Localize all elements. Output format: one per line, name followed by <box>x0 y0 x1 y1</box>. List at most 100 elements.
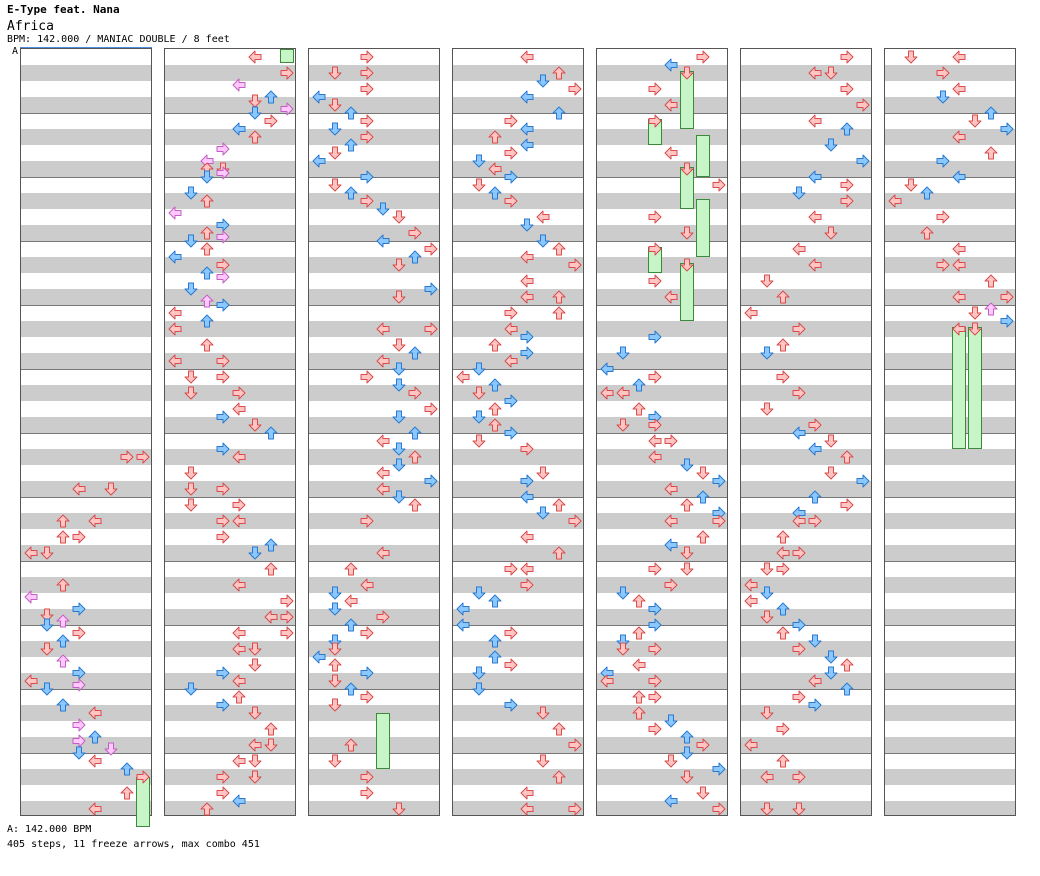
freeze-arrow <box>952 327 966 449</box>
step-arrow-up-icon <box>264 90 278 104</box>
step-arrow-left-icon <box>232 402 246 416</box>
measure-line <box>21 625 151 626</box>
measure-line <box>21 497 151 498</box>
measure-line <box>309 689 439 690</box>
step-arrow-up-icon <box>344 618 358 632</box>
measure-line <box>741 689 871 690</box>
measure-line <box>597 561 727 562</box>
step-arrow-up-icon <box>552 498 566 512</box>
measure-line <box>309 177 439 178</box>
chart-column-5 <box>596 48 728 816</box>
measure-line <box>885 753 1015 754</box>
step-arrow-left-icon <box>536 210 550 224</box>
measure-line <box>741 497 871 498</box>
step-arrow-left-icon <box>168 250 182 264</box>
step-arrow-right-icon <box>280 626 294 640</box>
step-arrow-right-icon <box>712 802 726 816</box>
step-arrow-down-icon <box>328 98 342 112</box>
step-arrow-right-icon <box>504 698 518 712</box>
measure-line <box>885 561 1015 562</box>
step-arrow-down-icon <box>760 562 774 576</box>
measure-line <box>309 305 439 306</box>
step-arrow-right-icon <box>648 210 662 224</box>
step-arrow-down-icon <box>792 802 806 816</box>
step-arrow-up-icon <box>200 266 214 280</box>
step-arrow-up-icon <box>840 658 854 672</box>
step-arrow-down-icon <box>696 466 710 480</box>
step-arrow-up-icon <box>488 650 502 664</box>
step-arrow-right-icon <box>648 602 662 616</box>
step-arrow-left-icon <box>376 434 390 448</box>
step-arrow-down-icon <box>824 138 838 152</box>
step-arrow-up-icon <box>344 138 358 152</box>
step-arrow-right-icon <box>424 282 438 296</box>
step-arrow-right-icon <box>360 130 374 144</box>
step-arrow-right-icon <box>360 626 374 640</box>
step-arrow-down-icon <box>680 746 694 760</box>
step-arrow-down-icon <box>248 658 262 672</box>
measure-line <box>165 305 295 306</box>
step-arrow-up-icon <box>408 450 422 464</box>
step-arrow-down-icon <box>824 466 838 480</box>
chart-column-6 <box>740 48 872 816</box>
step-arrow-up-icon <box>488 634 502 648</box>
step-arrow-right-icon <box>216 530 230 544</box>
measure-line <box>165 689 295 690</box>
step-arrow-left-icon <box>952 82 966 96</box>
step-arrow-left-icon <box>520 562 534 576</box>
step-arrow-up-icon <box>200 294 214 308</box>
measure-line <box>21 113 151 114</box>
step-arrow-down-icon <box>392 458 406 472</box>
step-arrow-right-icon <box>360 370 374 384</box>
step-arrow-right-icon <box>792 322 806 336</box>
step-arrow-down-icon <box>376 202 390 216</box>
step-arrow-down-icon <box>472 178 486 192</box>
step-arrow-down-icon <box>680 66 694 80</box>
step-arrow-up-icon <box>200 226 214 240</box>
measure-line <box>597 305 727 306</box>
step-arrow-down-icon <box>392 442 406 456</box>
step-arrow-down-icon <box>824 650 838 664</box>
step-arrow-right-icon <box>424 322 438 336</box>
step-arrow-down-icon <box>392 410 406 424</box>
step-arrow-down-icon <box>472 386 486 400</box>
step-arrow-down-icon <box>328 122 342 136</box>
step-arrow-left-icon <box>456 618 470 632</box>
step-arrow-up-icon <box>840 682 854 696</box>
step-arrow-left-icon <box>376 322 390 336</box>
step-arrow-up-icon <box>488 378 502 392</box>
step-arrow-up-icon <box>552 546 566 560</box>
step-arrow-right-icon <box>936 66 950 80</box>
step-arrow-right-icon <box>280 102 294 116</box>
step-arrow-right-icon <box>216 442 230 456</box>
step-arrow-up-icon <box>488 130 502 144</box>
step-arrow-right-icon <box>216 354 230 368</box>
step-arrow-right-icon <box>856 98 870 112</box>
step-arrow-up-icon <box>808 490 822 504</box>
step-arrow-left-icon <box>88 706 102 720</box>
measure-line <box>597 689 727 690</box>
step-arrow-left-icon <box>664 538 678 552</box>
step-arrow-right-icon <box>72 602 86 616</box>
step-arrow-down-icon <box>616 586 630 600</box>
step-arrow-up-icon <box>264 562 278 576</box>
step-arrow-right-icon <box>72 734 86 748</box>
step-arrow-right-icon <box>216 142 230 156</box>
step-arrow-down-icon <box>824 66 838 80</box>
step-arrow-down-icon <box>760 586 774 600</box>
step-arrow-down-icon <box>680 562 694 576</box>
step-arrow-up-icon <box>408 426 422 440</box>
measure-line <box>453 625 583 626</box>
step-arrow-up-icon <box>552 306 566 320</box>
step-arrow-left-icon <box>520 786 534 800</box>
step-arrow-right-icon <box>648 562 662 576</box>
step-arrow-left-icon <box>808 210 822 224</box>
step-arrow-down-icon <box>392 802 406 816</box>
measure-line <box>597 433 727 434</box>
step-arrow-up-icon <box>200 338 214 352</box>
step-arrow-down-icon <box>104 482 118 496</box>
measure-line <box>741 113 871 114</box>
step-arrow-up-icon <box>776 602 790 616</box>
measure-line <box>885 113 1015 114</box>
step-arrow-right-icon <box>808 698 822 712</box>
